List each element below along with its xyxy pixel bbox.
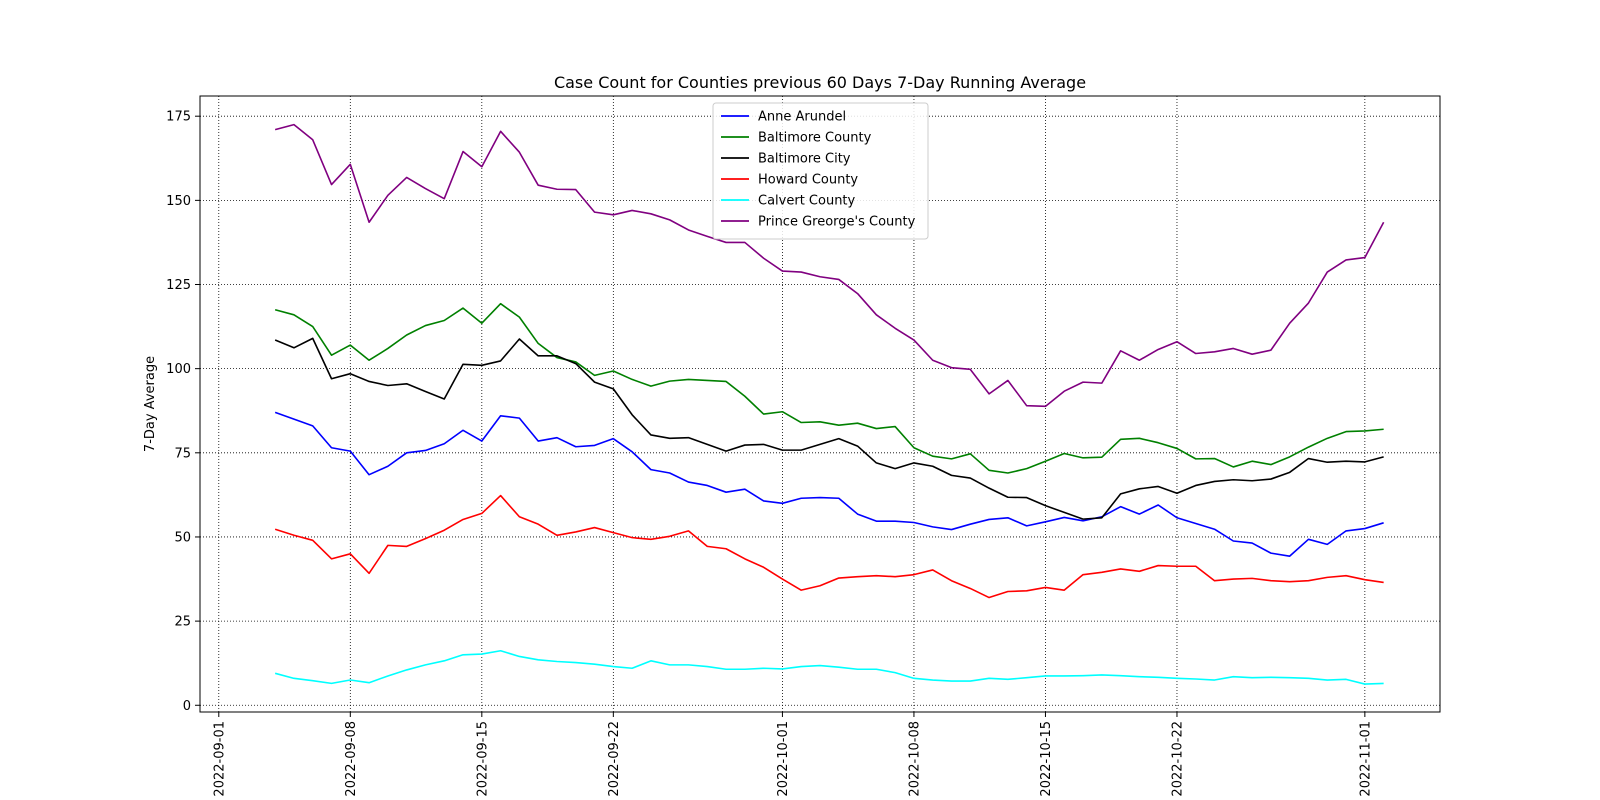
legend-label: Prince Greorge's County (758, 215, 916, 230)
legend-label: Baltimore City (758, 152, 851, 167)
series-line-5 (274, 649, 1384, 685)
x-tick-label: 2022-11-01 (1358, 721, 1373, 797)
x-tick-label: 2022-09-01 (212, 721, 227, 797)
x-tick-label: 2022-09-15 (475, 721, 490, 797)
x-tick-label: 2022-10-15 (1039, 721, 1054, 797)
y-tick-label: 75 (174, 446, 191, 461)
chart-title: Case Count for Counties previous 60 Days… (554, 73, 1086, 92)
series-line-6 (274, 123, 1385, 408)
x-tick-label: 2022-10-22 (1170, 721, 1185, 797)
legend-label: Calvert County (758, 194, 856, 209)
legend-box (712, 102, 929, 240)
y-tick-label: 0 (183, 699, 191, 714)
y-tick-label: 25 (174, 615, 191, 630)
series-line-3 (274, 337, 1384, 520)
series-line-2 (274, 302, 1384, 474)
gridlines (200, 96, 1440, 712)
y-tick-label: 175 (166, 110, 191, 125)
series-line-4 (274, 494, 1384, 599)
legend: Anne Arundel Baltimore County Baltimore Ci… (712, 102, 929, 240)
series-lines (274, 123, 1385, 685)
series-line-1 (274, 411, 1384, 557)
x-tick-label: 2022-09-08 (344, 721, 359, 797)
x-tick-label: 2022-10-08 (907, 721, 922, 797)
y-tick-label: 125 (166, 278, 191, 293)
y-tick-label: 150 (166, 194, 191, 209)
legend-label: Anne Arundel (758, 110, 846, 125)
legend-label: Baltimore County (758, 131, 872, 146)
plot-area-frame (199, 95, 1441, 713)
y-axis-label: 7-Day Average (143, 356, 158, 452)
y-tick-label: 50 (174, 530, 191, 545)
axes: 0 25 50 75 100 125 150 175 2022-09-01 2022-09-08 2… (166, 110, 1373, 797)
x-tick-label: 2022-10-01 (776, 721, 791, 797)
legend-label: Howard County (758, 173, 858, 188)
x-tick-label: 2022-09-22 (607, 721, 622, 797)
y-tick-label: 100 (166, 362, 191, 377)
